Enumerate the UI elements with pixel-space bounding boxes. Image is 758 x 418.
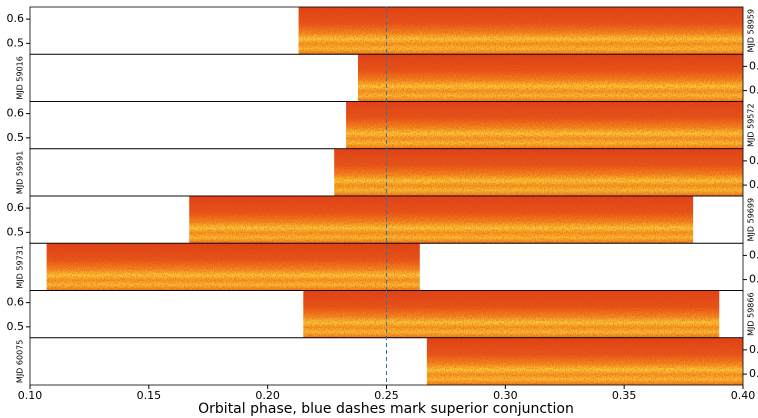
x-tick-label: 0.20 [255, 389, 280, 402]
y-tick-label: 0.6 [7, 296, 25, 309]
spectrum-noise [426, 337, 743, 385]
x-tick-label: 0.30 [493, 389, 518, 402]
x-tick-label: 0.35 [612, 389, 637, 402]
y-tick-label: 0.6 [749, 154, 758, 167]
y-tick-label: 0.5 [7, 320, 25, 333]
y-tick-label: 0.6 [749, 59, 758, 72]
panel-label: MJD 58959 [747, 9, 756, 52]
spectrum-noise [46, 243, 420, 291]
y-tick-label: 0.5 [7, 225, 25, 238]
y-tick-label: 0.5 [749, 84, 758, 97]
spectrum-noise [189, 196, 694, 244]
y-tick-label: 0.6 [7, 12, 25, 25]
y-tick-label: 0.6 [749, 248, 758, 261]
y-tick-label: 0.6 [7, 107, 25, 120]
y-tick-label: 0.6 [7, 201, 25, 214]
y-tick-label: 0.5 [749, 178, 758, 191]
panel-label: MJD 59699 [747, 198, 756, 241]
panel-label: MJD 59016 [16, 56, 25, 99]
panel-label: MJD 59866 [747, 292, 756, 335]
panel-label: MJD 59731 [16, 245, 25, 288]
x-tick-label: 0.40 [731, 389, 756, 402]
panel-label: MJD 60075 [16, 340, 25, 383]
y-tick-label: 0.5 [7, 131, 25, 144]
panel-label: MJD 59591 [16, 151, 25, 194]
spectrum-noise [357, 54, 743, 102]
y-tick-label: 0.6 [749, 343, 758, 356]
spectrum-noise [334, 148, 743, 196]
spectrum-noise [298, 7, 743, 55]
y-tick-label: 0.5 [749, 367, 758, 380]
spectrum-noise [303, 290, 720, 338]
y-tick-label: 0.5 [7, 36, 25, 49]
x-tick-label: 0.10 [18, 389, 43, 402]
x-axis-label: Orbital phase, blue dashes mark superior… [198, 401, 574, 417]
x-tick-label: 0.15 [137, 389, 162, 402]
x-tick-label: 0.25 [374, 389, 399, 402]
panel-label: MJD 59572 [747, 103, 756, 146]
spectrum-noise [346, 101, 743, 149]
y-tick-label: 0.5 [749, 273, 758, 286]
